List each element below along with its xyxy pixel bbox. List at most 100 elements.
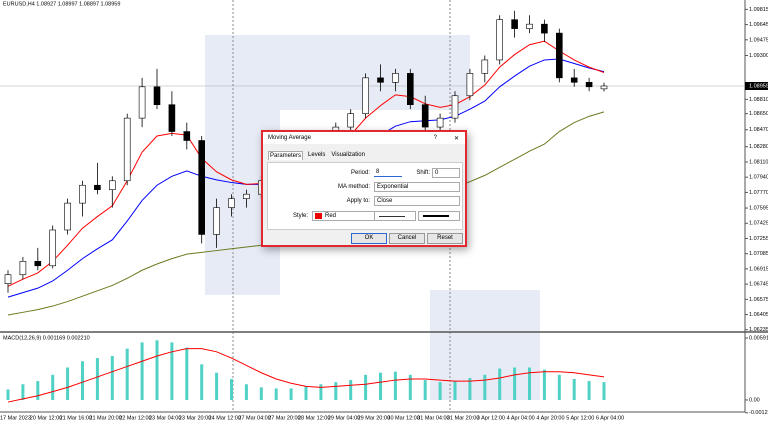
x-tick-label: 27 Mar 20:00 [268,415,300,421]
close-button[interactable]: ✕ [453,135,459,142]
macd-label: -0.001224 [749,410,768,416]
ok-button[interactable]: OK [351,233,387,244]
candle-body [213,207,220,235]
macd-bar [423,380,427,400]
macd-bar [95,358,99,400]
price-label: 1.06915 [749,266,768,272]
title-bar: Moving Average ? ✕ [263,132,465,144]
parameters-panel: Period: 8 Shift: 0 MA method: Exponentia… [267,162,463,230]
candle-body [34,261,42,267]
tab[interactable]: Levels [308,152,326,158]
macd-bar [51,374,55,400]
label: MA method: [337,184,370,190]
x-tick-label: 20 Mar 12:00 [30,415,62,421]
macd-bar [244,384,248,400]
macd-bar [542,369,546,400]
candle-body [466,73,474,97]
candle-body [4,274,12,284]
price-label: 1.07085 [749,251,768,257]
method-select[interactable]: Exponential [374,182,460,192]
x-tick-label: 29 Mar 04:00 [328,415,360,421]
candle-body [481,59,489,74]
macd-bar [36,381,40,400]
candle-body [64,202,71,231]
candle-body [600,85,608,90]
candle-body [541,23,548,34]
line-width-select[interactable] [418,211,460,221]
line-sample [379,216,405,217]
candle-body [570,77,578,83]
macd-bar [259,387,263,400]
candle-body [362,77,369,114]
macd-bar [364,374,368,400]
macd-bar [125,348,129,400]
macd-bar [155,340,159,400]
reset-button[interactable]: Reset [427,233,463,244]
color-select[interactable]: Red [312,211,376,221]
tabs: Parameters Levels Visualization [263,144,465,160]
price-label: 1.08810 [749,97,768,103]
price-label: 1.09300 [749,53,768,59]
x-tick-label: 21 Mar 20:00 [89,415,121,421]
macd-bar [468,377,472,400]
macd-bar [349,380,353,400]
tab[interactable]: Parameters [268,151,304,160]
candle-body [526,23,533,29]
candle-body [392,73,399,83]
apply-select[interactable]: Close [374,196,460,206]
moving-average-dialog: Moving Average ? ✕ Parameters Levels Vis… [261,130,467,247]
candle-body [49,229,57,267]
candle-body [496,19,504,61]
candle-body [347,113,355,128]
help-button[interactable]: ? [433,135,437,141]
macd-label: 0.005918 [749,335,768,341]
candle-body [243,193,250,199]
price-label: 1.07425 [749,221,768,227]
x-tick-label: 21 Mar 16:00 [60,415,92,421]
price-label: 1.07770 [749,190,768,196]
macd-bar [513,367,517,400]
macd-bar [498,368,502,400]
price-label: 1.08650 [749,111,768,117]
candle-body [511,19,518,29]
macd-bar [185,347,189,400]
macd-bar [557,374,561,400]
candle-body [79,184,86,204]
macd-header: MACD(12,26,9) 0.001169 0.002210 [3,335,90,341]
x-tick-label: 31 Mar 04:00 [417,415,449,421]
x-tick-label: 5 Apr 12:00 [566,415,594,421]
macd-bar [274,388,278,400]
macd-bar [215,372,219,400]
macd-bar [304,386,308,400]
shift-input[interactable]: 0 [432,168,460,178]
macd-bar [438,382,442,400]
price-label: 1.08110 [749,159,768,165]
macd-bar [393,371,397,400]
macd-bar [602,382,606,400]
price-label: 1.06745 [749,282,768,288]
line-style-select[interactable] [374,211,416,221]
line-sample [423,215,449,217]
x-tick-label: 24 Mar 12:00 [209,415,241,421]
candle-body [19,261,27,276]
tab[interactable]: Visualization [331,152,365,158]
x-tick-label: 31 Mar 20:00 [447,415,479,421]
label: Style: [292,213,308,219]
candle-body [94,184,101,191]
macd-bar [572,379,576,400]
x-tick-label: 17 Mar 2023 [0,415,31,421]
cancel-button[interactable]: Cancel [389,233,425,244]
candle-body [153,86,161,106]
price-label: 1.06235 [749,327,768,333]
candle-body [138,86,146,119]
color-swatch [315,213,322,219]
macd-bar [110,355,114,400]
macd-bar [528,367,531,400]
price-label: 1.06575 [749,297,768,303]
candle-body [109,180,116,191]
label: Shift: [416,170,430,176]
period-input[interactable]: 8 [374,168,402,177]
macd-bar [200,364,204,400]
macd-bar [170,342,174,400]
